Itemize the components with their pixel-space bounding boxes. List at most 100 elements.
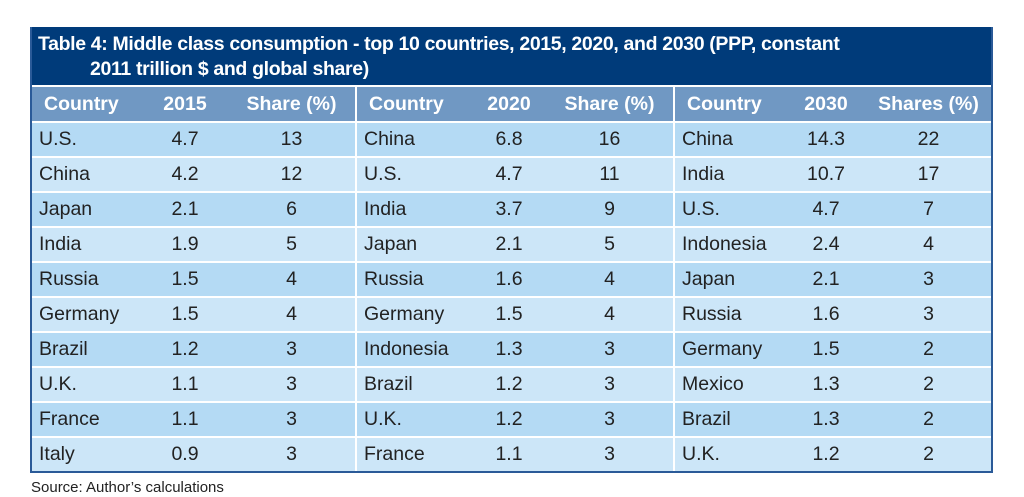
column-header: Country: [32, 85, 142, 122]
share-cell: 3: [546, 436, 674, 471]
value-cell: 10.7: [786, 156, 866, 192]
country-cell: Germany: [673, 331, 786, 367]
value-cell: 1.6: [786, 296, 866, 332]
country-cell: Germany: [32, 296, 142, 332]
country-cell: Italy: [32, 436, 142, 471]
country-cell: U.S.: [355, 156, 472, 192]
table-row: Russia 1.5 4 Russia 1.6 4 Japan 2.1 3: [32, 261, 991, 297]
share-cell: 13: [228, 121, 356, 157]
share-cell: 22: [866, 121, 991, 157]
country-cell: U.K.: [32, 366, 142, 402]
country-cell: Russia: [32, 261, 142, 297]
country-cell: China: [355, 121, 472, 157]
column-header: Share (%): [546, 85, 674, 122]
source-note: Source: Author’s calculations: [31, 479, 224, 496]
share-cell: 6: [228, 191, 356, 227]
share-cell: 3: [228, 401, 356, 437]
value-cell: 1.3: [786, 366, 866, 402]
share-cell: 2: [866, 366, 991, 402]
country-cell: U.K.: [355, 401, 472, 437]
share-cell: 3: [546, 366, 674, 402]
country-cell: Brazil: [355, 366, 472, 402]
column-header: 2030: [786, 85, 866, 122]
value-cell: 1.3: [472, 331, 546, 367]
share-cell: 12: [228, 156, 356, 192]
value-cell: 4.7: [142, 121, 228, 157]
share-cell: 11: [546, 156, 674, 192]
share-cell: 4: [228, 296, 356, 332]
country-cell: U.K.: [673, 436, 786, 471]
country-cell: U.S.: [673, 191, 786, 227]
country-cell: China: [32, 156, 142, 192]
country-cell: Japan: [32, 191, 142, 227]
table-row: U.S. 4.7 13 China 6.8 16 China 14.3 22: [32, 121, 991, 157]
value-cell: 1.1: [472, 436, 546, 471]
value-cell: 1.9: [142, 226, 228, 262]
country-cell: France: [32, 401, 142, 437]
value-cell: 1.5: [142, 296, 228, 332]
country-cell: Brazil: [32, 331, 142, 367]
value-cell: 1.5: [472, 296, 546, 332]
share-cell: 3: [228, 331, 356, 367]
share-cell: 16: [546, 121, 674, 157]
country-cell: Brazil: [673, 401, 786, 437]
share-cell: 3: [866, 296, 991, 332]
header-row: Country 2015 Share (%) Country 2020 Share (%)…: [32, 85, 991, 122]
country-cell: India: [355, 191, 472, 227]
share-cell: 2: [866, 331, 991, 367]
share-cell: 9: [546, 191, 674, 227]
column-header: 2020: [472, 85, 546, 122]
value-cell: 4.7: [472, 156, 546, 192]
share-cell: 3: [866, 261, 991, 297]
value-cell: 1.5: [786, 331, 866, 367]
table-row: U.K. 1.1 3 Brazil 1.2 3 Mexico 1.3 2: [32, 366, 991, 402]
column-header: Share (%): [228, 85, 356, 122]
consumption-table: Table 4: Middle class consumption - top …: [30, 27, 993, 473]
share-cell: 4: [228, 261, 356, 297]
value-cell: 2.1: [472, 226, 546, 262]
value-cell: 1.1: [142, 366, 228, 402]
value-cell: 1.1: [142, 401, 228, 437]
value-cell: 2.4: [786, 226, 866, 262]
table-row: Japan 2.1 6 India 3.7 9 U.S. 4.7 7: [32, 191, 991, 227]
country-cell: France: [355, 436, 472, 471]
value-cell: 1.6: [472, 261, 546, 297]
value-cell: 1.2: [142, 331, 228, 367]
value-cell: 1.2: [472, 401, 546, 437]
share-cell: 5: [228, 226, 356, 262]
country-cell: Russia: [673, 296, 786, 332]
value-cell: 1.2: [786, 436, 866, 471]
share-cell: 2: [866, 401, 991, 437]
table-row: China 4.2 12 U.S. 4.7 11 India 10.7 17: [32, 156, 991, 192]
share-cell: 3: [546, 331, 674, 367]
country-cell: Indonesia: [673, 226, 786, 262]
table-row: India 1.9 5 Japan 2.1 5 Indonesia 2.4 4: [32, 226, 991, 262]
value-cell: 4.7: [786, 191, 866, 227]
country-cell: Indonesia: [355, 331, 472, 367]
column-header: Shares (%): [866, 85, 991, 122]
value-cell: 6.8: [472, 121, 546, 157]
page: Table 4: Middle class consumption - top …: [30, 27, 993, 497]
table-title: Table 4: Middle class consumption - top …: [32, 27, 991, 85]
share-cell: 17: [866, 156, 991, 192]
table-row: Germany 1.5 4 Germany 1.5 4 Russia 1.6 3: [32, 296, 991, 332]
column-header: Country: [673, 85, 786, 122]
table-row: Brazil 1.2 3 Indonesia 1.3 3 Germany 1.5 2: [32, 331, 991, 367]
country-cell: Japan: [355, 226, 472, 262]
value-cell: 4.2: [142, 156, 228, 192]
value-cell: 1.2: [472, 366, 546, 402]
value-cell: 2.1: [786, 261, 866, 297]
country-cell: India: [32, 226, 142, 262]
column-header: Country: [355, 85, 472, 122]
data-table: Country 2015 Share (%) Country 2020 Share (%)…: [32, 85, 991, 471]
share-cell: 7: [866, 191, 991, 227]
share-cell: 4: [866, 226, 991, 262]
country-cell: China: [673, 121, 786, 157]
value-cell: 14.3: [786, 121, 866, 157]
table-row: Italy 0.9 3 France 1.1 3 U.K. 1.2 2: [32, 436, 991, 471]
column-header: 2015: [142, 85, 228, 122]
country-cell: Japan: [673, 261, 786, 297]
share-cell: 3: [546, 401, 674, 437]
share-cell: 4: [546, 296, 674, 332]
value-cell: 1.3: [786, 401, 866, 437]
